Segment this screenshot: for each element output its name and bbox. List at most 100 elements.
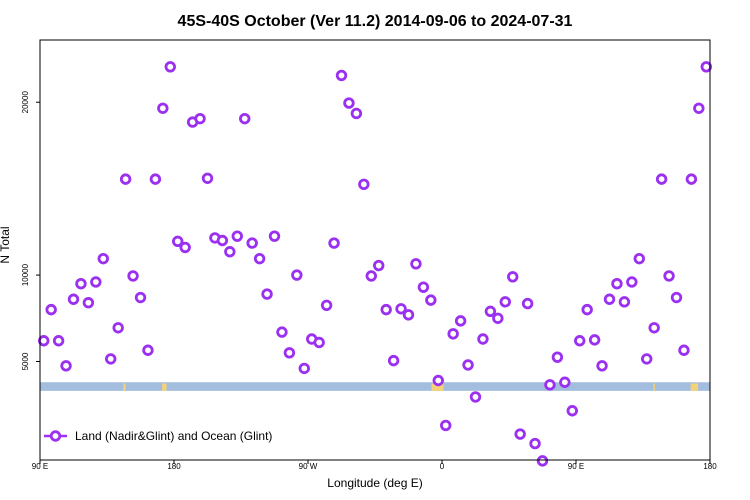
data-point bbox=[283, 347, 296, 359]
land-segment bbox=[690, 383, 699, 391]
data-point bbox=[358, 178, 370, 191]
land-segment bbox=[653, 383, 655, 391]
data-point bbox=[469, 391, 482, 403]
data-point bbox=[45, 303, 57, 316]
data-point bbox=[454, 315, 467, 327]
data-point bbox=[127, 270, 139, 282]
data-point bbox=[417, 281, 430, 293]
ocean-band bbox=[40, 382, 710, 391]
data-point bbox=[581, 303, 593, 316]
data-point bbox=[239, 112, 251, 125]
data-point bbox=[164, 61, 176, 73]
data-point bbox=[685, 173, 698, 185]
data-point bbox=[201, 172, 214, 184]
legend-marker bbox=[49, 430, 62, 442]
x-tick-label: 90 E bbox=[568, 462, 584, 471]
x-axis: 90 E 180 90 W 0 90 E 180 bbox=[32, 460, 717, 471]
y-tick-label: 20000 bbox=[21, 91, 30, 114]
data-point bbox=[246, 237, 258, 249]
data-point bbox=[75, 278, 87, 290]
y-tick-label: 5000 bbox=[21, 352, 30, 370]
data-point bbox=[425, 294, 437, 306]
data-point bbox=[298, 362, 310, 375]
data-point bbox=[335, 69, 348, 82]
data-point bbox=[97, 252, 109, 265]
data-point bbox=[112, 322, 124, 334]
data-point bbox=[514, 428, 526, 440]
data-point bbox=[395, 303, 407, 315]
data-point bbox=[216, 234, 229, 247]
data-point bbox=[477, 333, 489, 345]
data-point bbox=[574, 335, 586, 347]
data-point bbox=[291, 269, 303, 281]
data-point bbox=[618, 296, 631, 308]
data-point bbox=[380, 303, 392, 316]
data-point bbox=[499, 296, 511, 308]
data-point bbox=[387, 354, 400, 367]
data-point bbox=[268, 230, 281, 242]
data-point bbox=[559, 376, 571, 388]
data-point bbox=[536, 455, 549, 467]
data-point bbox=[194, 112, 206, 125]
data-point bbox=[626, 276, 638, 288]
data-point bbox=[507, 271, 519, 283]
data-point bbox=[350, 107, 363, 120]
data-point bbox=[596, 360, 608, 372]
data-point bbox=[276, 326, 288, 338]
x-tick-label: 0 bbox=[440, 462, 445, 471]
legend-label: Land (Nadir&Glint) and Ocean (Glint) bbox=[75, 429, 272, 443]
data-point bbox=[484, 305, 497, 318]
data-point bbox=[90, 276, 102, 288]
data-point bbox=[670, 291, 683, 304]
data-point bbox=[313, 336, 325, 349]
data-point bbox=[231, 230, 243, 242]
data-point bbox=[52, 335, 65, 347]
data-point bbox=[521, 297, 534, 310]
plot-frame bbox=[39, 39, 711, 461]
x-tick-label: 90 E bbox=[32, 462, 48, 471]
data-point bbox=[551, 351, 564, 363]
data-point bbox=[149, 173, 162, 185]
data-point bbox=[529, 437, 541, 450]
plot-area bbox=[38, 61, 712, 467]
data-point bbox=[60, 360, 72, 372]
data-point bbox=[179, 241, 191, 254]
data-point bbox=[328, 237, 340, 249]
land-segment bbox=[123, 383, 126, 391]
data-point bbox=[172, 235, 184, 248]
data-point bbox=[633, 252, 645, 265]
y-tick-label: 10000 bbox=[21, 263, 30, 286]
data-point bbox=[678, 344, 690, 356]
data-point bbox=[700, 61, 712, 73]
data-point bbox=[38, 335, 50, 347]
data-point bbox=[492, 312, 504, 324]
y-axis-label: N Total bbox=[0, 226, 12, 263]
data-point bbox=[134, 291, 147, 304]
data-point bbox=[655, 173, 668, 185]
data-point bbox=[105, 353, 117, 365]
data-point bbox=[432, 374, 444, 387]
data-point bbox=[82, 297, 95, 309]
data-point bbox=[373, 259, 385, 272]
x-tick-label: 90 W bbox=[299, 462, 318, 471]
data-point bbox=[67, 293, 80, 305]
data-point bbox=[365, 270, 377, 282]
data-point bbox=[462, 359, 474, 371]
x-tick-label: 180 bbox=[703, 462, 717, 471]
data-point bbox=[693, 102, 705, 114]
data-point bbox=[663, 270, 675, 282]
data-point bbox=[224, 246, 236, 258]
x-axis-label: Longitude (deg E) bbox=[327, 476, 422, 490]
chart-title: 45S-40S October (Ver 11.2) 2014-09-06 to… bbox=[178, 13, 573, 30]
data-point bbox=[261, 288, 273, 300]
land-segment bbox=[431, 383, 444, 391]
data-point bbox=[402, 309, 415, 321]
legend: Land (Nadir&Glint) and Ocean (Glint) bbox=[44, 429, 272, 443]
data-point bbox=[343, 97, 355, 109]
data-point bbox=[119, 173, 132, 185]
land-segment bbox=[162, 383, 167, 391]
data-point bbox=[410, 258, 422, 270]
y-axis: 5000 10000 20000 bbox=[21, 91, 40, 370]
data-point bbox=[447, 328, 459, 340]
